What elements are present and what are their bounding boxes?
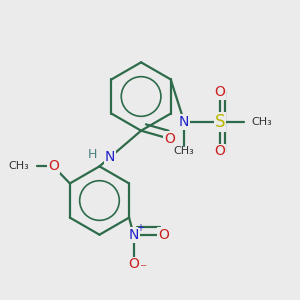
Text: O: O [128, 257, 139, 272]
Text: S: S [214, 113, 225, 131]
Text: O: O [164, 132, 175, 146]
Text: CH₃: CH₃ [9, 161, 30, 171]
Text: H: H [87, 148, 97, 161]
Text: O: O [48, 159, 59, 173]
Text: CH₃: CH₃ [174, 146, 195, 157]
Text: O: O [214, 145, 225, 158]
Text: +: + [136, 223, 144, 233]
Text: ⁻: ⁻ [139, 262, 146, 276]
Text: N: N [128, 228, 139, 242]
Text: N: N [105, 150, 115, 164]
Text: O: O [214, 85, 225, 99]
Text: O: O [158, 228, 169, 242]
Text: N: N [179, 115, 189, 129]
Text: CH₃: CH₃ [251, 117, 272, 127]
